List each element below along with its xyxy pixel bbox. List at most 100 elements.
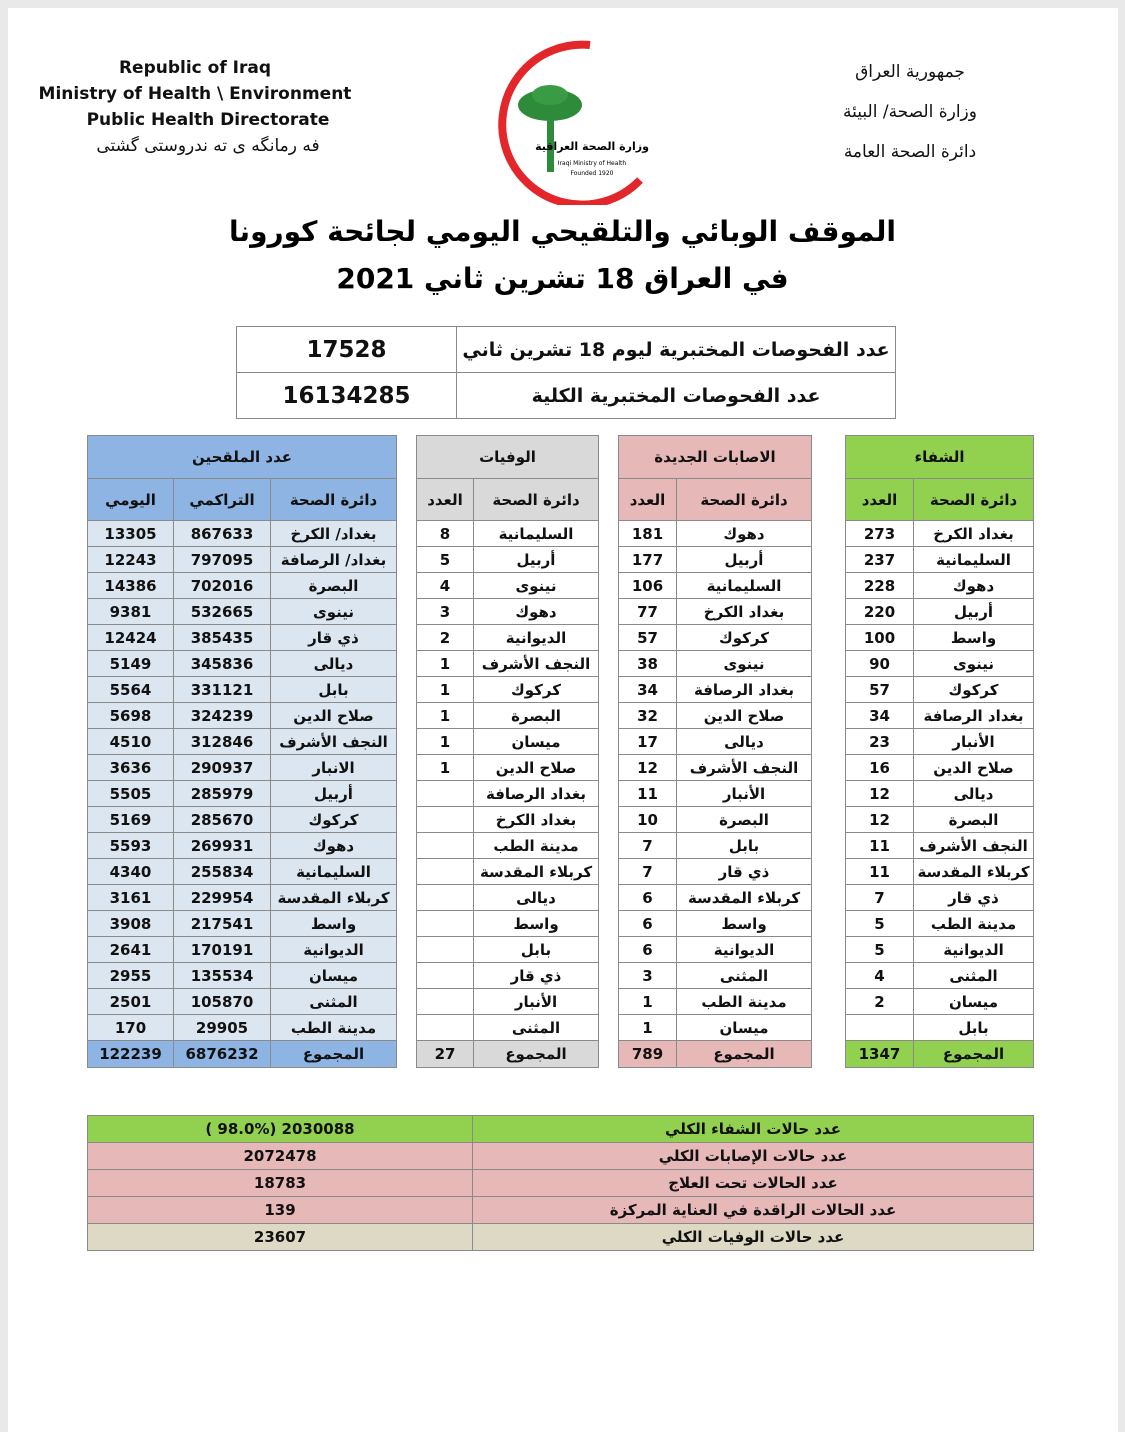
vaccinated-title: عدد الملقحين xyxy=(87,435,397,479)
data-row: بابل xyxy=(844,1014,1035,1041)
total-value: 27 xyxy=(416,1040,474,1068)
header-row: دائرة الصحة العدد xyxy=(416,478,599,521)
count: 5698 xyxy=(87,702,174,729)
count: 170 xyxy=(87,1014,174,1041)
count: 7 xyxy=(618,858,677,885)
column-header: العدد xyxy=(416,478,474,521)
data-row: كركوك 57 xyxy=(618,624,812,651)
data-row: واسط xyxy=(416,910,599,937)
data-row: السليمانية 237 xyxy=(844,546,1035,573)
total-row: المجموع 27 xyxy=(416,1040,599,1068)
district: مدينة الطب xyxy=(473,832,599,859)
district: أربيل xyxy=(913,598,1035,625)
count: 228 xyxy=(844,572,915,599)
total-row: المجموع 6876232 122239 xyxy=(87,1040,397,1068)
district: بغداد الرصافة xyxy=(913,702,1035,729)
summary-value: ( 98.0%) 2030088 xyxy=(87,1115,473,1143)
count: 13305 xyxy=(87,520,174,547)
column-header: التراكمي xyxy=(173,478,271,521)
count: 2501 xyxy=(87,988,174,1015)
count: 38 xyxy=(618,650,677,677)
data-row: ذي قار 7 xyxy=(844,884,1035,911)
data-row: صلاح الدين 32 xyxy=(618,702,812,729)
district: بغداد الرصافة xyxy=(473,780,599,807)
data-row: أربيل 177 xyxy=(618,546,812,573)
count: 106 xyxy=(618,572,677,599)
header-ar-1: جمهورية العراق xyxy=(855,62,965,82)
count: 285670 xyxy=(173,806,271,833)
district: أربيل xyxy=(676,546,812,573)
district: الديوانية xyxy=(473,624,599,651)
tbody: الوفيات دائرة الصحة العدد السليمانية 8 أربيل 5… xyxy=(416,435,599,1068)
data-row: أربيل 220 xyxy=(844,598,1035,625)
count: 273 xyxy=(844,520,915,547)
count: 10 xyxy=(618,806,677,833)
logo: وزارة الصحة العراقية Iraqi Ministry of H… xyxy=(498,40,649,205)
column-header: العدد xyxy=(844,478,915,521)
district: مدينة الطب xyxy=(270,1014,397,1041)
data-row: السليمانية 255834 4340 xyxy=(87,858,397,885)
total-row: المجموع 789 xyxy=(618,1040,812,1068)
count: 2641 xyxy=(87,936,174,963)
count: 5 xyxy=(844,936,915,963)
count xyxy=(844,1014,915,1041)
data-row: الديوانية 2 xyxy=(416,624,599,651)
district: كركوك xyxy=(913,676,1035,703)
count: 12424 xyxy=(87,624,174,651)
count: 5505 xyxy=(87,780,174,807)
summary-value: 2072478 xyxy=(87,1142,473,1170)
vaccinated-table: عدد الملقحين دائرة الصحة التراكمي اليومي بغد… xyxy=(87,435,397,1068)
data-row: واسط 6 xyxy=(618,910,812,937)
district: نينوى xyxy=(270,598,397,625)
tbody: الشفاء دائرة الصحة العدد بغداد الكرخ 273 السل… xyxy=(844,435,1035,1068)
district: السليمانية xyxy=(676,572,812,599)
tbody: عدد حالات الشفاء الكلي( 98.0%) 2030088 عد… xyxy=(87,1115,1034,1251)
data-row: بابل 7 xyxy=(618,832,812,859)
data-row: المثنى 105870 2501 xyxy=(87,988,397,1015)
count: 237 xyxy=(844,546,915,573)
district: بابل xyxy=(473,936,599,963)
count: 217541 xyxy=(173,910,271,937)
data-row: ديالى 12 xyxy=(844,780,1035,807)
data-row: ميسان 135534 2955 xyxy=(87,962,397,989)
district: نينوى xyxy=(913,650,1035,677)
summary-row: عدد الحالات تحت العلاج 18783 xyxy=(87,1169,1034,1197)
count: 2 xyxy=(416,624,474,651)
district: ميسان xyxy=(270,962,397,989)
tests-value: 16134285 xyxy=(236,372,457,419)
count: 7 xyxy=(844,884,915,911)
data-row: كركوك 57 xyxy=(844,676,1035,703)
count: 77 xyxy=(618,598,677,625)
count: 3 xyxy=(416,598,474,625)
count: 1 xyxy=(416,650,474,677)
tests-label: عدد الفحوصات المختبرية ليوم 18 تشرين ثان… xyxy=(456,326,896,373)
data-row: البصرة 10 xyxy=(618,806,812,833)
district: كركوك xyxy=(270,806,397,833)
district: أربيل xyxy=(473,546,599,573)
count: 5 xyxy=(416,546,474,573)
district: السليمانية xyxy=(270,858,397,885)
count: 90 xyxy=(844,650,915,677)
district: صلاح الدين xyxy=(270,702,397,729)
count xyxy=(416,988,474,1015)
district: صلاح الدين xyxy=(473,754,599,781)
district: مدينة الطب xyxy=(676,988,812,1015)
data-row: بغداد الرصافة xyxy=(416,780,599,807)
district: واسط xyxy=(473,910,599,937)
count: 135534 xyxy=(173,962,271,989)
district: الأنبار xyxy=(913,728,1035,755)
summary-label: عدد حالات الإصابات الكلي xyxy=(472,1142,1034,1170)
data-row: واسط 217541 3908 xyxy=(87,910,397,937)
district: ديالى xyxy=(270,650,397,677)
count: 1 xyxy=(416,728,474,755)
data-row: المثنى 3 xyxy=(618,962,812,989)
district: ميسان xyxy=(913,988,1035,1015)
district: الانبار xyxy=(270,754,397,781)
count: 1 xyxy=(416,676,474,703)
data-row: البصرة 12 xyxy=(844,806,1035,833)
district: واسط xyxy=(913,624,1035,651)
data-row: ديالى xyxy=(416,884,599,911)
logo-founded: Founded 1920 xyxy=(571,170,614,177)
header-row: دائرة الصحة العدد xyxy=(844,478,1035,521)
